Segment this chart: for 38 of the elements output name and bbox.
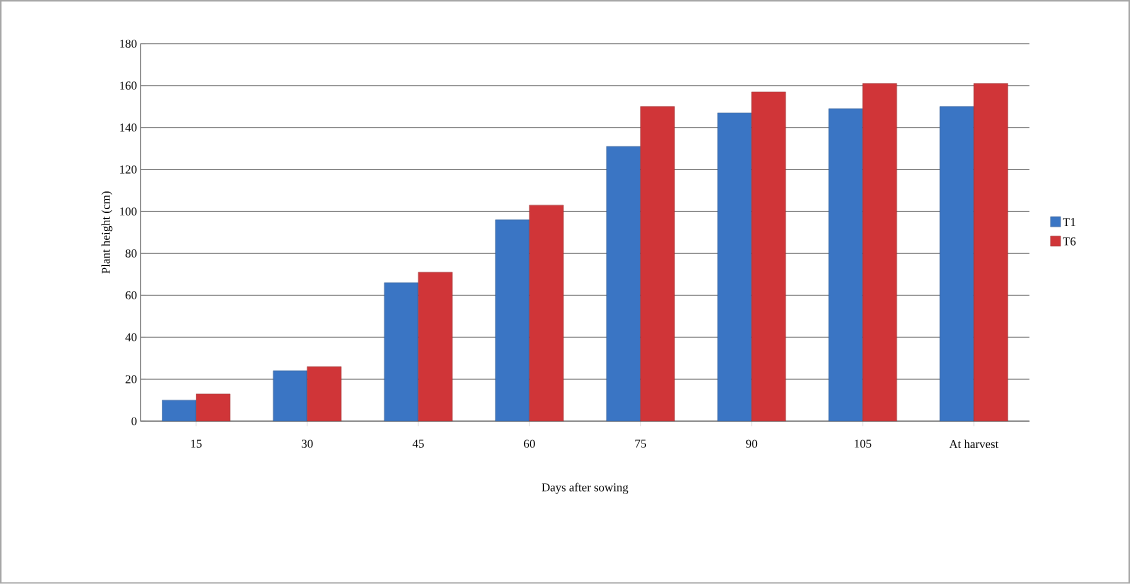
- x-tick-label: 105: [854, 439, 872, 448]
- y-tick-label: 60: [125, 291, 137, 300]
- x-tick-label: 15: [191, 439, 202, 448]
- bar: [862, 83, 897, 422]
- bar: [161, 400, 197, 422]
- bar: [939, 106, 975, 422]
- x-tick-label: 60: [523, 439, 535, 448]
- bar: [717, 112, 752, 422]
- y-tick-label: 100: [120, 207, 137, 216]
- bar: [751, 91, 786, 422]
- bar: [307, 366, 342, 422]
- y-tick-label: 40: [125, 333, 137, 342]
- legend-label: T6: [1062, 237, 1076, 246]
- y-tick-label: 0: [131, 417, 137, 426]
- y-tick-label: 20: [125, 375, 137, 384]
- y-tick-label: 120: [120, 165, 137, 174]
- x-tick-label: 30: [301, 439, 313, 448]
- y-tick-label: 160: [120, 81, 137, 90]
- bar: [195, 393, 231, 422]
- bar: [273, 370, 308, 422]
- y-tick-label: 140: [120, 123, 137, 132]
- x-tick-label: 90: [746, 439, 758, 448]
- bar: [384, 282, 419, 422]
- y-tick-label: 80: [125, 249, 137, 258]
- bar: [606, 146, 641, 422]
- bar: [418, 272, 453, 422]
- x-tick-label: 75: [635, 439, 647, 448]
- y-tick-label: 180: [120, 39, 137, 48]
- bar: [828, 108, 863, 422]
- legend-label: T1: [1062, 218, 1076, 227]
- bar: [495, 219, 530, 422]
- y-axis-title: Plant height (cm): [101, 191, 113, 274]
- bar: [529, 205, 564, 422]
- x-tick-label: At harvest: [949, 439, 999, 449]
- x-axis-title: Days after sowing: [541, 483, 629, 494]
- x-tick-label: 45: [412, 439, 424, 448]
- bar: [973, 83, 1009, 422]
- bar: [640, 106, 675, 422]
